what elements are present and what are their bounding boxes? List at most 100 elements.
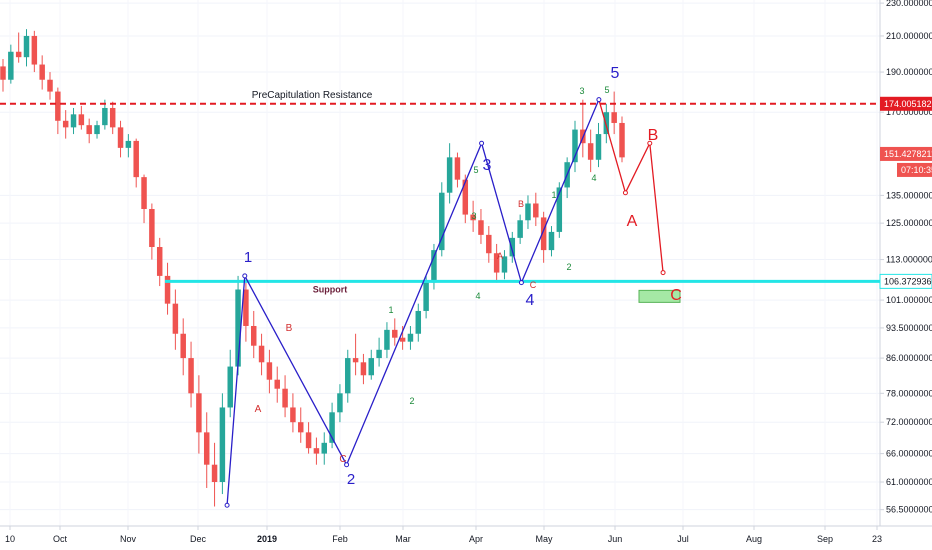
target-zone-box[interactable] — [638, 289, 681, 303]
candle-body — [501, 256, 508, 273]
y-tick-label: 72.00000000 — [886, 417, 932, 427]
candle-body — [470, 214, 476, 221]
candle-body — [47, 79, 53, 92]
y-tick-label: 190.00000000 — [886, 67, 932, 77]
candle-body — [266, 362, 273, 380]
x-tick-label: Aug — [746, 534, 762, 544]
x-tick-label: May — [535, 534, 553, 544]
current-price-badge-text: 151.42782112 — [884, 149, 932, 159]
candle-body — [274, 379, 280, 389]
x-tick-label: Nov — [120, 534, 137, 544]
candle-body — [360, 362, 367, 376]
sub-label-a1: A — [255, 404, 262, 415]
candle-body — [376, 349, 382, 359]
candle-body — [180, 333, 186, 359]
y-tick-label: 78.00000000 — [886, 388, 932, 398]
candle-body — [125, 140, 132, 148]
candle-body — [345, 358, 351, 394]
y-tick-label: 86.00000000 — [886, 353, 932, 363]
candle-body — [282, 388, 288, 408]
candle-body — [102, 107, 108, 126]
candle-body — [548, 231, 555, 251]
candle-body — [70, 114, 77, 128]
candle-body — [540, 217, 547, 251]
x-tick-label: Oct — [53, 534, 68, 544]
candle-body — [227, 366, 233, 408]
candle-body — [8, 51, 14, 80]
candlestick-series — [0, 29, 625, 507]
support-price-badge-text: 106.37293607 — [884, 276, 932, 286]
resistance-label: PreCapitulation Resistance — [252, 90, 373, 101]
candle-body — [258, 345, 265, 363]
time-axis[interactable] — [0, 526, 932, 550]
sub-label-c1: C — [339, 454, 346, 465]
price-axis[interactable] — [880, 0, 932, 526]
sub-label-b1: B — [286, 323, 293, 334]
candle-body — [290, 407, 296, 423]
sub-label-b2: B — [518, 199, 524, 209]
x-tick-label: 2019 — [257, 534, 277, 544]
current-price-badge — [880, 146, 932, 161]
candle-body — [587, 143, 594, 160]
candle-body — [329, 412, 335, 443]
candle-body — [556, 187, 563, 232]
candle-body — [250, 325, 257, 346]
sub-label-g5: 5 — [473, 165, 478, 175]
candle-body — [462, 179, 469, 215]
candle-body — [509, 237, 516, 257]
projection-label-c: C — [670, 287, 682, 304]
projection-label-a: A — [627, 213, 638, 230]
countdown-badge — [897, 162, 932, 177]
wave-point — [224, 502, 230, 508]
candle-body — [15, 51, 22, 58]
candle-body — [352, 358, 359, 363]
candle-body — [313, 448, 320, 454]
candle-body — [415, 310, 422, 334]
projection-point — [660, 270, 666, 276]
sub-label-g4: 4 — [475, 291, 480, 301]
x-tick-label: Apr — [469, 534, 483, 544]
candle-body — [517, 220, 523, 238]
candle-body — [31, 35, 38, 65]
x-tick-label: 10 — [5, 534, 15, 544]
wave-label-2: 2 — [347, 471, 355, 488]
x-tick-label: Mar — [395, 534, 411, 544]
x-tick-label: Jun — [608, 534, 623, 544]
price-axis-ticks: 230.00000000 210.00000000 190.00000000 170.… — [880, 0, 932, 515]
projection-label-b: B — [648, 127, 659, 144]
y-tick-label: 135.00000000 — [886, 190, 932, 200]
candle-body — [117, 127, 124, 148]
candle-body — [298, 422, 304, 433]
projection-point — [622, 190, 628, 196]
candle-body — [196, 393, 202, 433]
candle-body — [172, 303, 179, 334]
candle-body — [337, 393, 343, 413]
candle-body — [94, 125, 100, 135]
candle-body — [525, 203, 531, 221]
resistance-price-badge-text: 174.00518216 — [884, 99, 932, 109]
candle-body — [211, 464, 218, 483]
candle-body — [321, 442, 327, 454]
y-tick-label: 56.50000000 — [886, 505, 932, 515]
candle-body — [39, 64, 45, 80]
sub-label-h5: 5 — [604, 85, 609, 95]
candle-body — [141, 177, 147, 209]
candle-body — [399, 337, 406, 342]
x-tick-label: Feb — [332, 534, 348, 544]
elliott-wave-line[interactable] — [226, 99, 600, 506]
candle-body — [55, 91, 61, 121]
candle-body — [439, 192, 445, 251]
candle-body — [619, 122, 625, 158]
candle-body — [62, 120, 69, 128]
candle-body — [243, 289, 249, 326]
projection-line[interactable] — [598, 99, 664, 273]
candle-body — [407, 333, 414, 342]
sub-label-g3: 3 — [471, 211, 476, 221]
candle-body — [305, 432, 312, 449]
candle-body — [203, 432, 210, 465]
y-tick-label: 66.00000000 — [886, 449, 932, 459]
wave-points — [224, 97, 666, 508]
countdown-badge-text: 07:10:35 — [901, 165, 932, 175]
y-tick-label: 93.50000000 — [886, 323, 932, 333]
